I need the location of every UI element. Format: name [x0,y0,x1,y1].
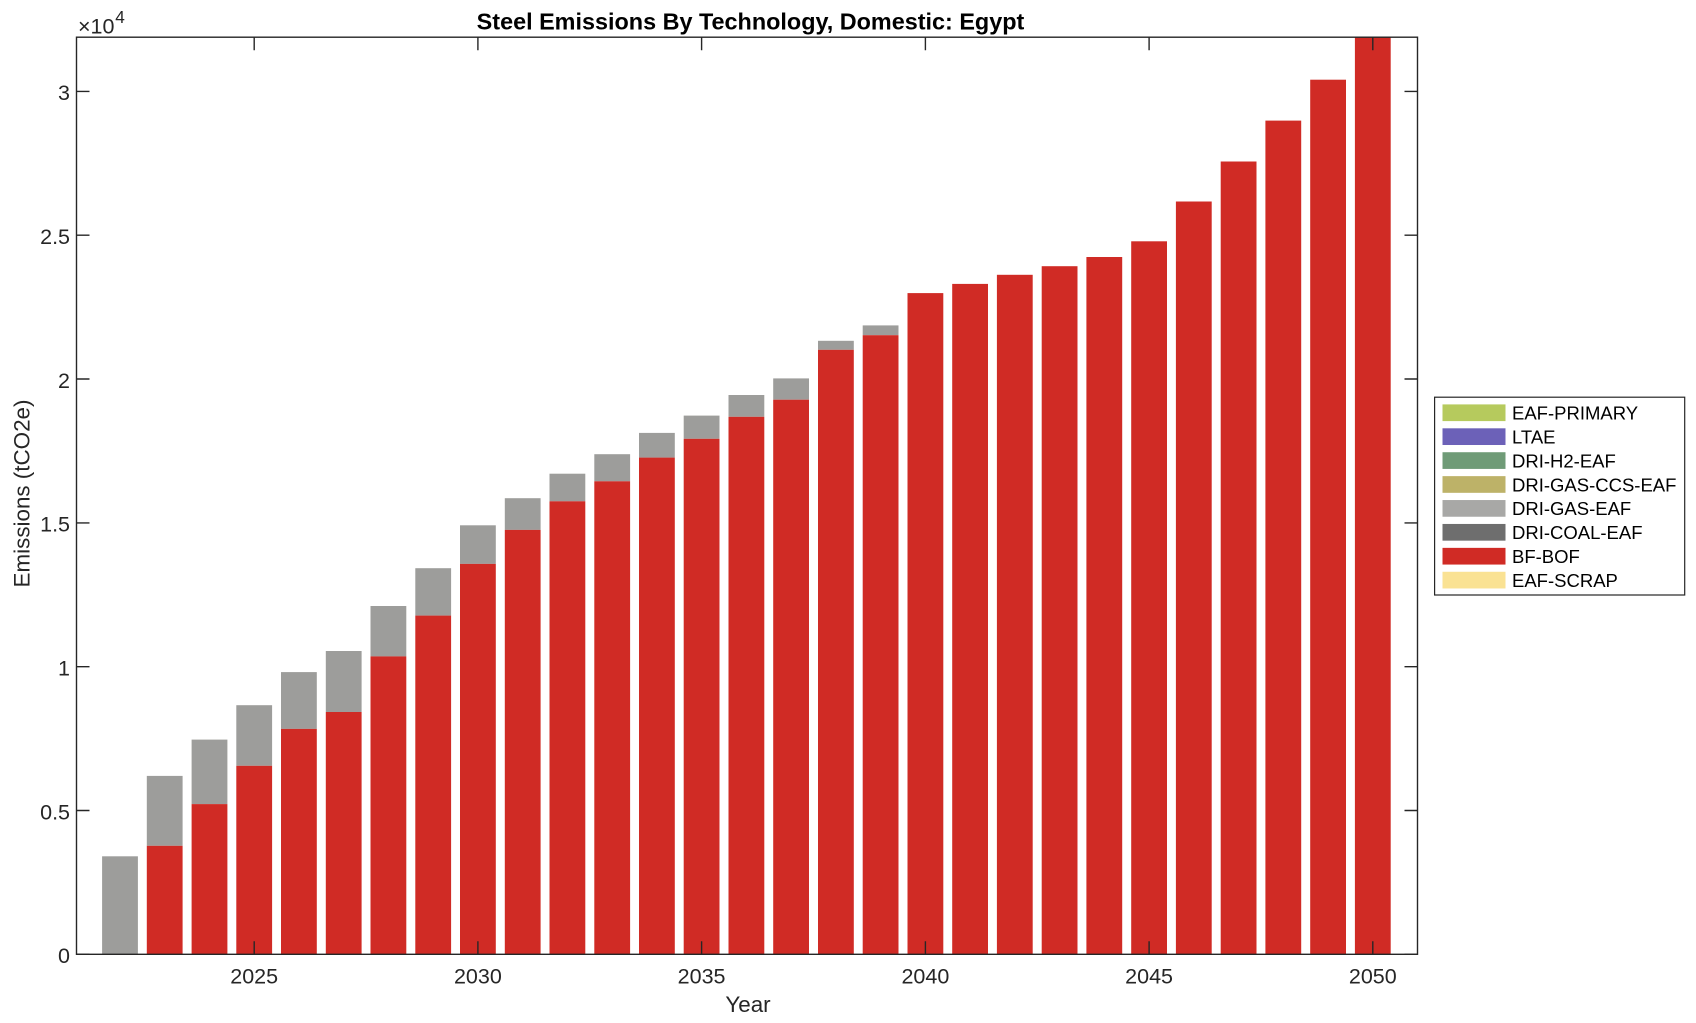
svg-text:2045: 2045 [1125,965,1173,989]
svg-text:2.5: 2.5 [40,225,70,249]
svg-text:2035: 2035 [678,965,726,989]
svg-text:DRI-GAS-EAF: DRI-GAS-EAF [1512,498,1631,519]
svg-text:Emissions (tCO2e): Emissions (tCO2e) [10,400,35,588]
svg-text:LTAE: LTAE [1512,426,1556,447]
svg-text:Year: Year [725,992,771,1017]
svg-text:DRI-COAL-EAF: DRI-COAL-EAF [1512,522,1643,543]
svg-text:3: 3 [58,81,70,105]
svg-text:2040: 2040 [901,965,949,989]
svg-text:0: 0 [58,944,70,968]
svg-text:DRI-GAS-CCS-EAF: DRI-GAS-CCS-EAF [1512,474,1676,495]
svg-text:DRI-H2-EAF: DRI-H2-EAF [1512,450,1616,471]
svg-text:1.5: 1.5 [40,513,70,537]
svg-text:Steel Emissions By Technology,: Steel Emissions By Technology, Domestic:… [477,8,1025,34]
svg-text:BF-BOF: BF-BOF [1512,546,1580,567]
svg-text:2050: 2050 [1349,965,1397,989]
svg-text:1: 1 [58,657,70,681]
svg-text:EAF-SCRAP: EAF-SCRAP [1512,570,1618,591]
svg-text:2025: 2025 [230,965,278,989]
svg-text:0.5: 0.5 [40,800,70,824]
svg-text:2030: 2030 [454,965,502,989]
svg-text:EAF-PRIMARY: EAF-PRIMARY [1512,403,1638,424]
svg-text:2: 2 [58,369,70,393]
